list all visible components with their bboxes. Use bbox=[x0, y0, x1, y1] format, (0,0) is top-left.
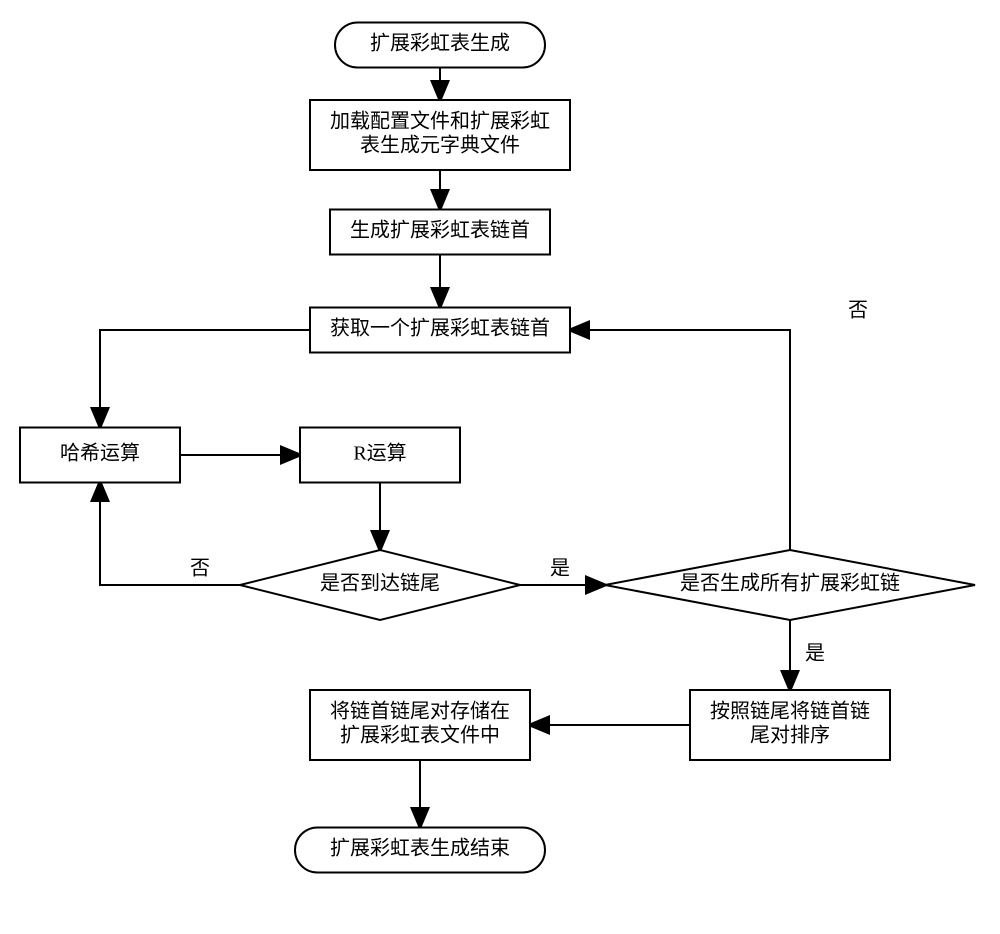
node-end: 扩展彩虹表生成结束 bbox=[295, 828, 545, 873]
node-label: 扩展彩虹表文件中 bbox=[340, 724, 500, 747]
node-label: 加载配置文件和扩展彩虹 bbox=[330, 110, 550, 133]
node-rop: R运算 bbox=[300, 428, 460, 483]
node-genhead: 生成扩展彩虹表链首 bbox=[330, 210, 550, 255]
node-label: 扩展彩虹表生成结束 bbox=[330, 837, 510, 860]
edge-label: 否 bbox=[190, 558, 210, 580]
node-load: 加载配置文件和扩展彩虹表生成元字典文件 bbox=[310, 100, 570, 170]
node-tail_q: 是否到达链尾 bbox=[240, 550, 520, 620]
flowchart-diagram: 否是否是扩展彩虹表生成加载配置文件和扩展彩虹表生成元字典文件生成扩展彩虹表链首获… bbox=[0, 0, 1000, 934]
edge bbox=[570, 330, 790, 550]
edge bbox=[100, 482, 240, 585]
node-label: 扩展彩虹表生成 bbox=[370, 32, 510, 55]
node-label: 生成扩展彩虹表链首 bbox=[350, 219, 530, 242]
node-label: 尾对排序 bbox=[750, 724, 830, 747]
node-label: R运算 bbox=[353, 442, 406, 465]
node-label: 按照链尾将链首链 bbox=[710, 700, 870, 723]
node-label: 哈希运算 bbox=[60, 442, 140, 465]
node-label: 是否生成所有扩展彩虹链 bbox=[680, 572, 900, 595]
node-start: 扩展彩虹表生成 bbox=[335, 23, 545, 68]
edge-label: 是 bbox=[550, 558, 570, 580]
edge-label: 否 bbox=[848, 300, 868, 322]
node-hash: 哈希运算 bbox=[20, 428, 180, 483]
node-label: 将链首链尾对存储在 bbox=[330, 700, 510, 723]
edge-label: 是 bbox=[805, 643, 825, 665]
node-gethead: 获取一个扩展彩虹表链首 bbox=[310, 308, 570, 353]
node-label: 是否到达链尾 bbox=[320, 572, 440, 595]
node-label: 获取一个扩展彩虹表链首 bbox=[330, 317, 550, 340]
node-store: 将链首链尾对存储在扩展彩虹表文件中 bbox=[310, 690, 530, 760]
node-all_q: 是否生成所有扩展彩虹链 bbox=[605, 550, 975, 620]
edge bbox=[100, 330, 310, 427]
node-label: 表生成元字典文件 bbox=[360, 134, 520, 157]
node-sort: 按照链尾将链首链尾对排序 bbox=[690, 690, 890, 760]
